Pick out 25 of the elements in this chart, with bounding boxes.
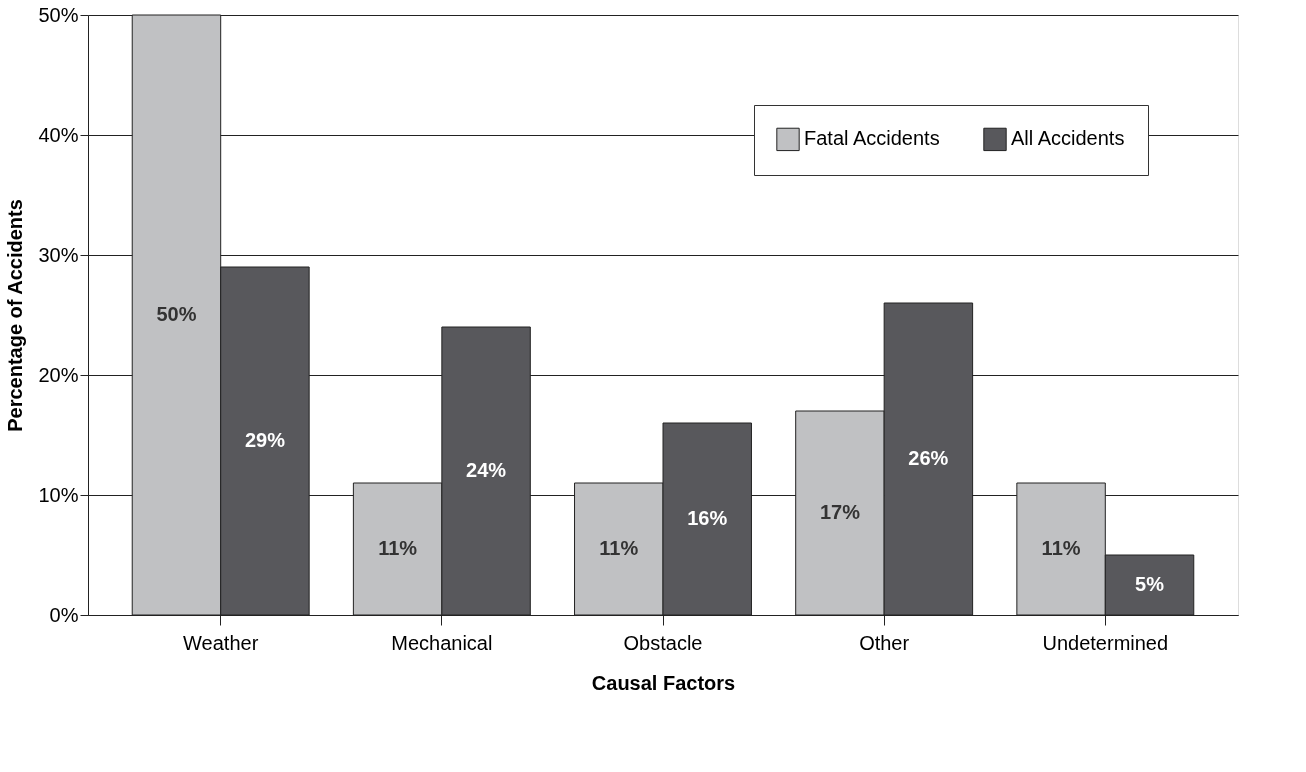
data-label: 11% [599,537,639,559]
data-label: 11% [1041,537,1081,559]
legend-label: Fatal Accidents [804,127,940,150]
y-tick-label: 30% [38,243,79,266]
data-label: 11% [378,537,418,559]
y-axis-title: Percentage of Accidents [4,199,27,432]
y-tick-label: 0% [49,603,79,626]
x-tick-label: Obstacle [623,631,703,654]
y-tick-label: 10% [38,483,79,506]
y-tick-label: 50% [38,3,79,26]
data-label: 50% [156,303,197,325]
data-label: 17% [819,501,861,523]
data-label: 26% [908,447,949,469]
data-label: 24% [466,459,507,481]
x-tick-label: Undetermined [1042,631,1169,654]
y-tick-label: 40% [38,123,79,146]
x-tick-label: Mechanical [391,631,493,654]
x-axis-title: Causal Factors [591,671,736,694]
data-label: 29% [244,429,286,451]
x-tick-label: Weather [183,631,259,654]
y-tick-label: 20% [38,363,79,386]
legend-label: All Accidents [1011,127,1125,150]
x-tick-label: Other [859,631,910,654]
data-label: 16% [687,507,728,529]
data-label: 5% [1135,573,1165,595]
